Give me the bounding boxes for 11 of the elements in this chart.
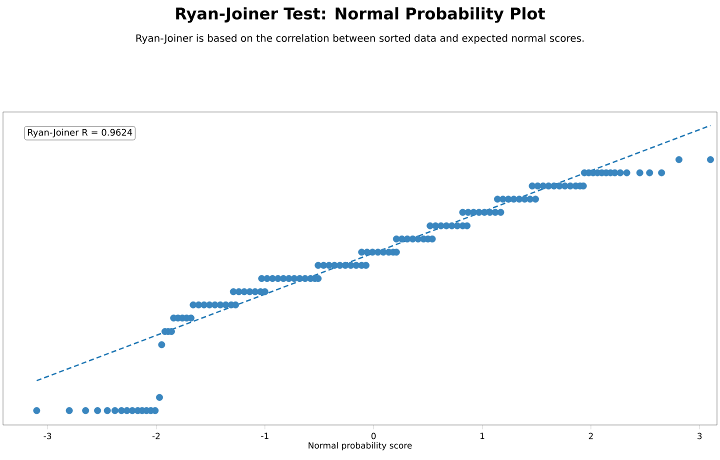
x-tick-label: -1 bbox=[261, 432, 268, 439]
x-tick-label: 3 bbox=[698, 432, 702, 440]
chart-title: Ryan-Joiner Test: Normal Probability Plot bbox=[176, 7, 545, 23]
x-axis-title: Normal probability score bbox=[308, 442, 412, 450]
annotation: Ryan-Joiner R = 0.9624 bbox=[28, 128, 132, 138]
x-tick-label: 2 bbox=[588, 432, 593, 440]
chart-subtitle: Ryan-Joiner is based on the correlation between sorted data and expected normal scores. bbox=[136, 34, 584, 44]
x-tick-label: -3 bbox=[44, 432, 52, 440]
x-tick-label: -2 bbox=[152, 432, 160, 440]
x-tick-label: 1 bbox=[480, 432, 484, 439]
x-tick-label: 0 bbox=[371, 432, 376, 440]
